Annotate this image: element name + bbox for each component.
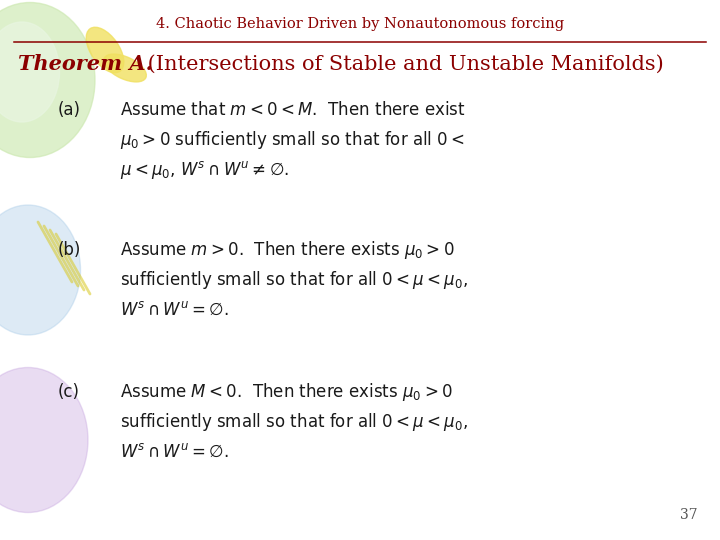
- Text: $W^s \cap W^u = \emptyset$.: $W^s \cap W^u = \emptyset$.: [120, 443, 229, 461]
- Ellipse shape: [0, 3, 95, 158]
- Text: 37: 37: [680, 508, 698, 522]
- Ellipse shape: [104, 54, 146, 82]
- Text: sufficiently small so that for all $0 < \mu < \mu_0$,: sufficiently small so that for all $0 < …: [120, 269, 468, 291]
- Ellipse shape: [0, 22, 60, 122]
- Text: sufficiently small so that for all $0 < \mu < \mu_0$,: sufficiently small so that for all $0 < …: [120, 411, 468, 433]
- Text: $W^s \cap W^u = \emptyset$.: $W^s \cap W^u = \emptyset$.: [120, 301, 229, 319]
- Text: 4. Chaotic Behavior Driven by Nonautonomous forcing: 4. Chaotic Behavior Driven by Nonautonom…: [156, 17, 564, 31]
- Text: $\mu_0 > 0$ sufficiently small so that for all $0 <$: $\mu_0 > 0$ sufficiently small so that f…: [120, 129, 465, 151]
- Text: (a): (a): [58, 101, 81, 119]
- Text: Assume $m > 0$.  Then there exists $\mu_0 > 0$: Assume $m > 0$. Then there exists $\mu_0…: [120, 239, 454, 261]
- Ellipse shape: [0, 205, 81, 335]
- Ellipse shape: [0, 368, 88, 512]
- Text: Assume that $m < 0 < M$.  Then there exist: Assume that $m < 0 < M$. Then there exis…: [120, 101, 466, 119]
- Text: (c): (c): [58, 383, 80, 401]
- Text: (Intersections of Stable and Unstable Manifolds): (Intersections of Stable and Unstable Ma…: [141, 55, 664, 73]
- Text: (b): (b): [58, 241, 81, 259]
- Ellipse shape: [86, 27, 124, 73]
- Text: Theorem A.: Theorem A.: [18, 54, 153, 74]
- Text: $\mu < \mu_0$, $W^s \cap W^u \neq \emptyset$.: $\mu < \mu_0$, $W^s \cap W^u \neq \empty…: [120, 159, 289, 181]
- Text: Assume $M < 0$.  Then there exists $\mu_0 > 0$: Assume $M < 0$. Then there exists $\mu_0…: [120, 381, 453, 403]
